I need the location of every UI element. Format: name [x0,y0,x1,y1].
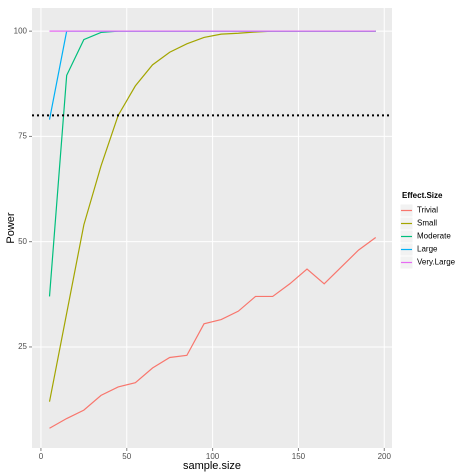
legend-label: Trivial [417,206,438,215]
series-line [49,236,377,429]
x-tick-label: 0 [39,452,44,461]
x-tick-label: 200 [378,452,392,461]
plot-panel [32,8,392,448]
legend-label: Small [417,219,437,228]
x-tick-label: 150 [292,452,306,461]
y-tick-label: 25 [18,342,27,351]
x-axis-title: sample.size [183,460,241,472]
legend-label: Very.Large [417,258,456,267]
y-tick-label: 50 [18,237,27,246]
y-axis-title: Power [5,212,17,244]
y-tick-label: 100 [14,26,28,35]
y-tick-label: 75 [18,132,27,141]
x-tick-label: 50 [122,452,131,461]
legend-label: Large [417,245,438,254]
x-tick-label: 100 [206,452,220,461]
legend-title: Effect.Size [402,191,443,200]
legend-label: Moderate [417,232,451,241]
